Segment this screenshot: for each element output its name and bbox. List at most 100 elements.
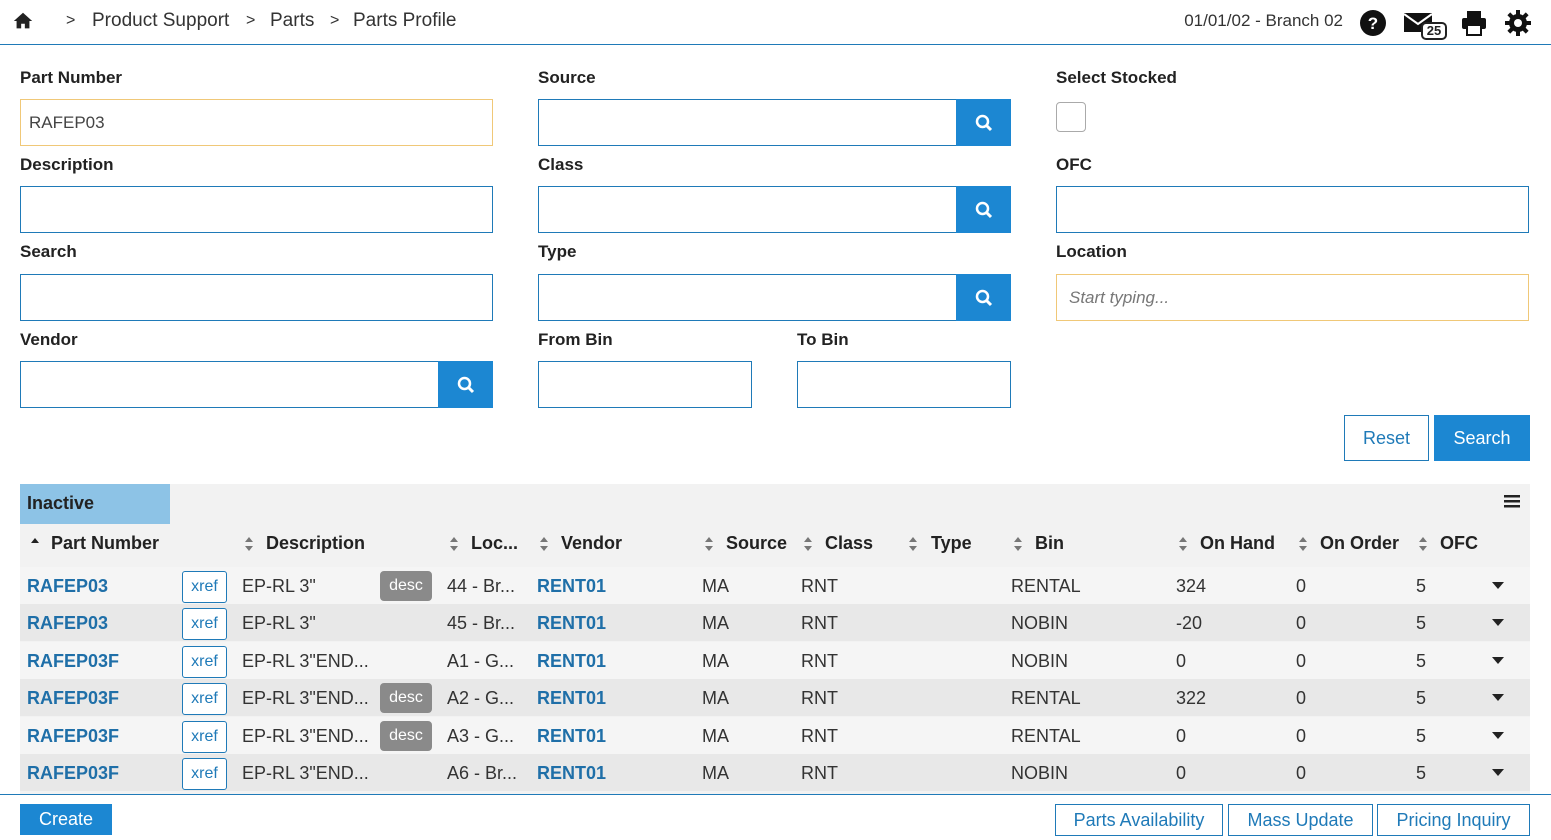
column-part-number[interactable]: Part Number [51, 533, 160, 553]
column-location[interactable]: Loc... [471, 533, 519, 553]
top-bar: > Product Support > Parts > Parts Profil… [0, 0, 1551, 45]
vendor-link[interactable]: RENT01 [537, 651, 607, 671]
ofc-cell: 5 [1416, 651, 1427, 671]
table-row[interactable]: RAFEP03 xref EP-RL 3" desc 44 - Br... RE… [20, 567, 1530, 604]
source-search-button[interactable] [956, 99, 1011, 146]
help-icon[interactable]: ? [1359, 9, 1387, 37]
column-ofc[interactable]: OFC [1440, 533, 1478, 553]
sort-icon[interactable] [539, 536, 549, 552]
home-icon[interactable] [12, 10, 34, 32]
bin-cell: RENTAL [1011, 576, 1081, 596]
on-order-cell: 0 [1296, 688, 1307, 708]
description-cell: EP-RL 3"END... [242, 763, 369, 783]
date-branch[interactable]: 01/01/02 - Branch 02 [1184, 11, 1343, 30]
search-input[interactable] [20, 274, 493, 321]
sort-icon[interactable] [1418, 536, 1428, 552]
table-row[interactable]: RAFEP03F xref EP-RL 3"END... A1 - G... R… [20, 642, 1530, 679]
vendor-link[interactable]: RENT01 [537, 613, 607, 633]
description-input[interactable] [20, 186, 493, 233]
breadcrumb-product-support[interactable]: Product Support [92, 10, 230, 31]
search-icon [975, 289, 992, 306]
sort-icon[interactable] [803, 536, 813, 552]
ofc-input[interactable] [1056, 186, 1529, 233]
type-search-button[interactable] [956, 274, 1011, 321]
desc-button[interactable]: desc [380, 683, 432, 713]
class-input[interactable] [538, 186, 957, 233]
caret-down-icon[interactable] [1492, 732, 1504, 739]
create-button[interactable]: Create [20, 804, 112, 835]
type-input[interactable] [538, 274, 957, 321]
select-stocked-checkbox[interactable] [1056, 102, 1086, 132]
on-hand-cell: 322 [1176, 688, 1207, 708]
part-number-input[interactable] [20, 99, 493, 146]
table-row[interactable]: RAFEP03 xref EP-RL 3" 45 - Br... RENT01 … [20, 604, 1530, 641]
xref-button[interactable]: xref [182, 721, 227, 753]
xref-button[interactable]: xref [182, 571, 227, 603]
caret-down-icon[interactable] [1492, 769, 1504, 776]
menu-icon[interactable] [1504, 493, 1520, 509]
vendor-input[interactable] [20, 361, 439, 408]
to-bin-input[interactable] [797, 361, 1011, 408]
search-button[interactable]: Search [1434, 415, 1530, 461]
table-row[interactable]: RAFEP03F xref EP-RL 3"END... desc A2 - G… [20, 679, 1530, 716]
part-number-link[interactable]: RAFEP03F [27, 763, 120, 783]
class-search-button[interactable] [956, 186, 1011, 233]
from-bin-input[interactable] [538, 361, 752, 408]
xref-button[interactable]: xref [182, 683, 227, 715]
parts-availability-button[interactable]: Parts Availability [1055, 804, 1223, 836]
table-row[interactable]: RAFEP03F xref EP-RL 3"END... A6 - Br... … [20, 754, 1530, 791]
location-input[interactable] [1056, 274, 1529, 321]
part-number-link[interactable]: RAFEP03 [27, 576, 109, 596]
column-bin[interactable]: Bin [1035, 533, 1064, 553]
sort-icon[interactable] [244, 536, 254, 552]
column-type[interactable]: Type [931, 533, 972, 553]
vendor-search-button[interactable] [438, 361, 493, 408]
vendor-link[interactable]: RENT01 [537, 726, 607, 746]
column-vendor[interactable]: Vendor [561, 533, 623, 553]
xref-button[interactable]: xref [182, 608, 227, 640]
caret-down-icon[interactable] [1492, 657, 1504, 664]
caret-down-icon[interactable] [1492, 619, 1504, 626]
on-order-cell: 0 [1296, 763, 1307, 783]
xref-button[interactable]: xref [182, 646, 227, 678]
column-on-order[interactable]: On Order [1320, 533, 1400, 553]
bin-cell: RENTAL [1011, 688, 1081, 708]
ofc-cell: 5 [1416, 688, 1427, 708]
pricing-inquiry-button[interactable]: Pricing Inquiry [1377, 804, 1530, 836]
sort-icon[interactable] [1178, 536, 1188, 552]
sort-icon[interactable] [704, 536, 714, 552]
sort-icon[interactable] [1013, 536, 1023, 552]
mass-update-button[interactable]: Mass Update [1228, 804, 1373, 836]
xref-button[interactable]: xref [182, 758, 227, 790]
source-input[interactable] [538, 99, 957, 146]
table-row[interactable]: RAFEP03F xref EP-RL 3"END... desc A3 - G… [20, 717, 1530, 754]
part-number-link[interactable]: RAFEP03F [27, 726, 120, 746]
gear-icon[interactable] [1504, 9, 1532, 37]
on-order-cell: 0 [1296, 613, 1307, 633]
select-stocked-label: Select Stocked [1056, 68, 1177, 87]
reset-button[interactable]: Reset [1344, 415, 1429, 461]
inactive-tab[interactable]: Inactive [20, 484, 170, 524]
desc-button[interactable]: desc [380, 721, 432, 751]
column-source[interactable]: Source [726, 533, 788, 553]
column-on-hand[interactable]: On Hand [1200, 533, 1275, 553]
part-number-link[interactable]: RAFEP03F [27, 651, 120, 671]
print-icon[interactable] [1460, 9, 1488, 37]
sort-icon[interactable] [449, 536, 459, 552]
on-hand-cell: 324 [1176, 576, 1207, 596]
part-number-link[interactable]: RAFEP03F [27, 688, 120, 708]
vendor-link[interactable]: RENT01 [537, 576, 607, 596]
column-class[interactable]: Class [825, 533, 874, 553]
column-description[interactable]: Description [266, 533, 366, 553]
sort-icon[interactable] [1298, 536, 1308, 552]
part-number-link[interactable]: RAFEP03 [27, 613, 109, 633]
caret-down-icon[interactable] [1492, 694, 1504, 701]
breadcrumb-parts[interactable]: Parts [270, 10, 315, 31]
sort-icon[interactable] [908, 536, 918, 552]
vendor-link[interactable]: RENT01 [537, 688, 607, 708]
desc-button[interactable]: desc [380, 571, 432, 601]
sort-ascending-icon[interactable] [30, 536, 40, 552]
caret-down-icon[interactable] [1492, 582, 1504, 589]
vendor-link[interactable]: RENT01 [537, 763, 607, 783]
description-cell: EP-RL 3" [242, 576, 316, 596]
